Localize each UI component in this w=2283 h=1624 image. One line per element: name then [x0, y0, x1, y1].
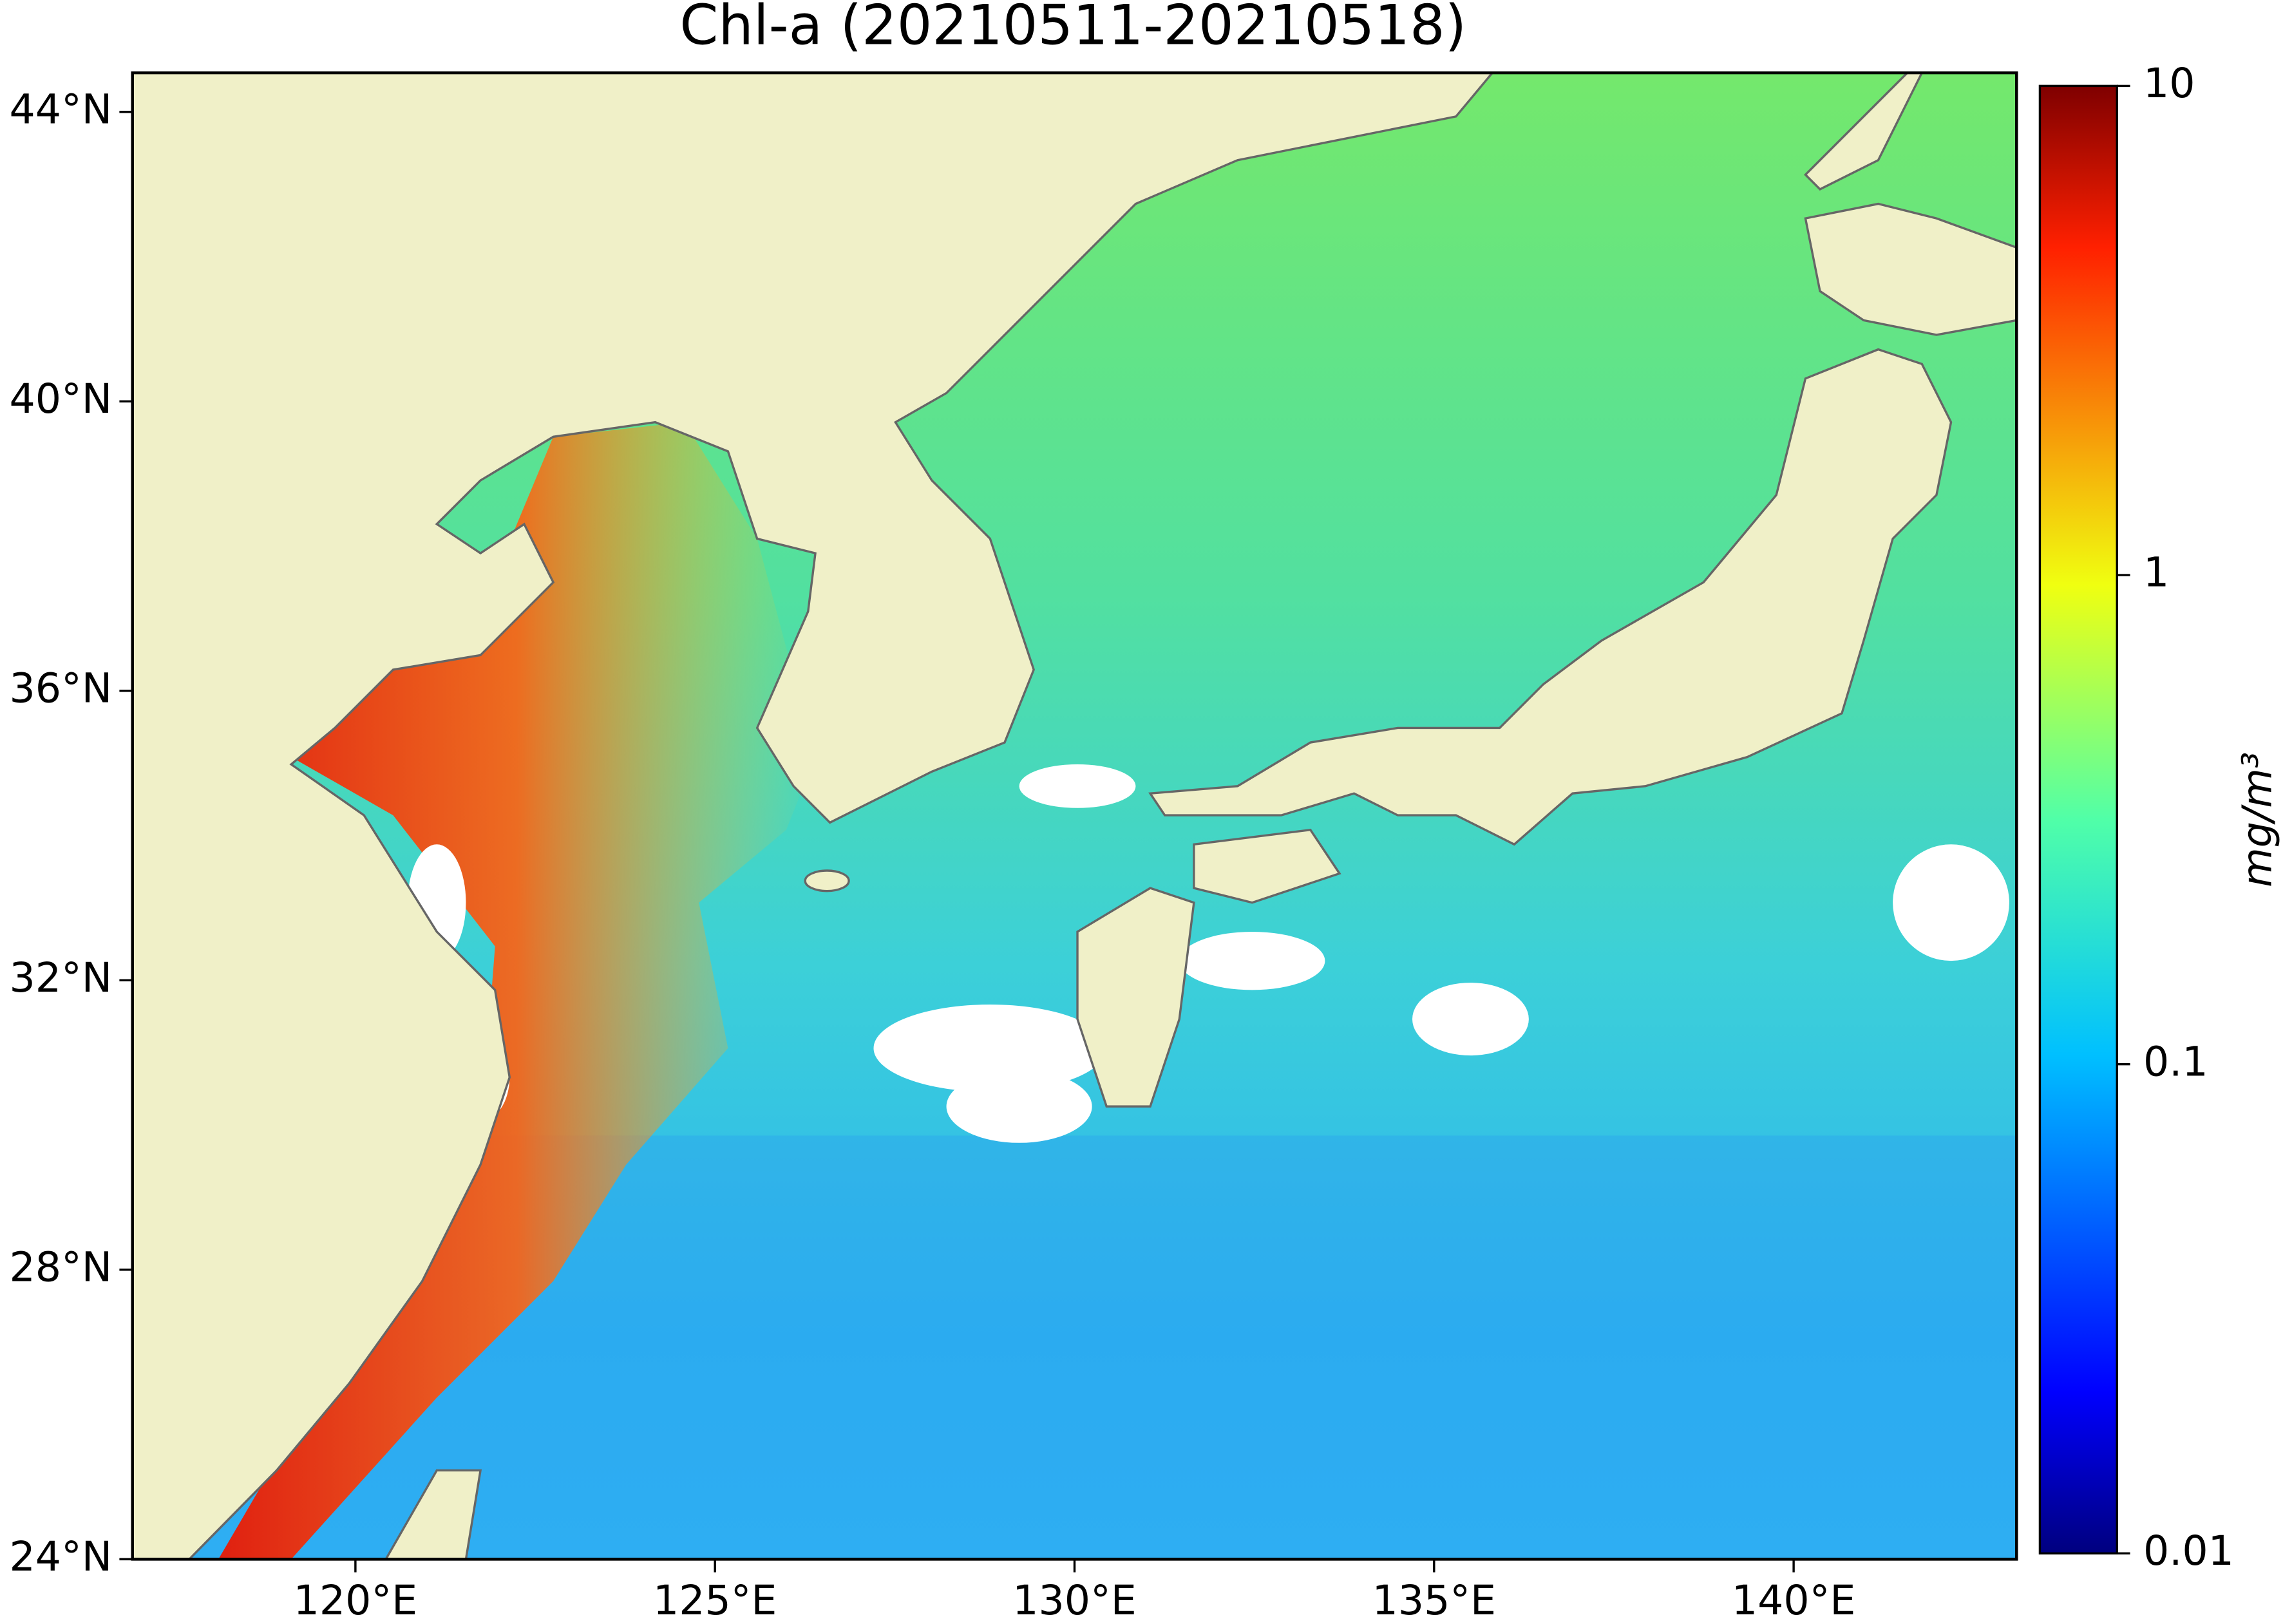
y-tick-label: 32°N	[10, 954, 113, 1001]
y-tick-label: 44°N	[10, 85, 113, 133]
x-tick-label: 130°E	[1012, 1576, 1136, 1624]
x-tick-label: 120°E	[294, 1576, 417, 1624]
colorbar-tick-label: 0.01	[2143, 1527, 2234, 1574]
colorbar-tick-label: 10	[2143, 59, 2195, 107]
y-tick-label: 36°N	[10, 664, 113, 712]
y-tick-label: 28°N	[10, 1243, 113, 1290]
y-tick-label: 24°N	[10, 1533, 113, 1580]
colorbar-tick-label: 1	[2143, 549, 2169, 596]
colorbar-tick-label: 0.1	[2143, 1037, 2208, 1085]
x-tick-label: 125°E	[653, 1576, 777, 1624]
map-area	[132, 73, 2017, 1560]
colorbar	[2038, 84, 2118, 1555]
x-tick-label: 135°E	[1372, 1576, 1496, 1624]
cloud-gaps	[408, 764, 2009, 1143]
land	[132, 73, 2017, 1560]
coastal-bloom	[218, 422, 816, 1560]
x-tick-label: 140°E	[1732, 1576, 1855, 1624]
y-tick-label: 40°N	[10, 375, 113, 422]
colorbar-label: mg/m³	[2233, 752, 2280, 887]
map-title: Chl-a (20210511-20210518)	[679, 0, 1466, 58]
